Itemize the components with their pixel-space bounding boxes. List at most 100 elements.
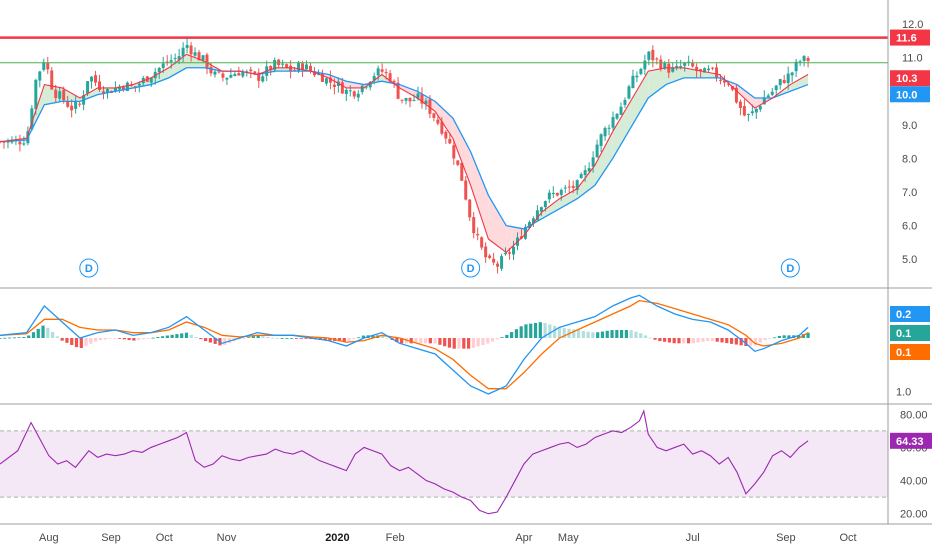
ema-cloud-segment: [648, 67, 666, 98]
macd-histogram-bar: [686, 338, 691, 344]
candle-body: [452, 145, 456, 159]
candle-body: [778, 79, 782, 86]
candle-body: [571, 185, 575, 188]
macd-histogram-bar: [557, 327, 562, 338]
macd-histogram-bar: [505, 334, 509, 338]
candle-body: [607, 127, 611, 129]
macd-histogram-bar: [423, 338, 428, 344]
candle-body: [715, 67, 719, 79]
candle-body: [655, 58, 659, 60]
macd-histogram-bar: [36, 328, 40, 338]
dividend-marker[interactable]: [461, 258, 481, 278]
resistance-price-badge-label: 11.6: [896, 33, 917, 45]
dividend-marker-label: D: [85, 263, 93, 275]
macd-histogram-bar: [213, 338, 217, 344]
macd-histogram-bar: [204, 338, 208, 342]
candle-body: [707, 68, 711, 71]
price-axis[interactable]: 12.011.010.09.08.07.06.05.011.610.310.01…: [890, 19, 932, 521]
candle-body: [221, 73, 225, 78]
candle-body: [750, 111, 754, 114]
last-price-badge-label: 10.0: [896, 89, 917, 101]
macd-histogram-bar: [175, 334, 179, 338]
macd-histogram-bar: [22, 337, 26, 338]
macd-histogram-bar: [615, 330, 619, 338]
rsi-panel[interactable]: [0, 409, 888, 515]
candle-body: [217, 71, 221, 73]
candle-body: [762, 97, 766, 105]
time-tick-label: Oct: [839, 532, 856, 544]
dividend-marker[interactable]: [79, 258, 99, 278]
macd-histogram-bar: [658, 338, 662, 342]
ema-cloud-segment: [452, 118, 471, 186]
candle-body: [746, 114, 750, 116]
candle-body: [738, 101, 742, 108]
ema-cloud-segment: [275, 67, 294, 72]
candle-body: [404, 98, 408, 101]
price-tick-label: 12.0: [902, 19, 923, 31]
candle-body: [352, 91, 356, 97]
macd-value-badge: [890, 306, 930, 322]
macd-value-badge-label: 0.2: [896, 309, 911, 321]
candle-body: [695, 66, 699, 71]
macd-histogram-bar: [132, 338, 136, 341]
candle-body: [18, 141, 22, 145]
macd-histogram-bar: [251, 336, 256, 338]
candle-body: [551, 192, 555, 195]
rsi-value-badge: [890, 432, 932, 449]
candle-body: [436, 119, 440, 124]
candle-body: [289, 65, 293, 72]
candle-body: [137, 83, 141, 86]
macd-histogram-bar: [476, 338, 480, 347]
candle-body: [205, 54, 209, 69]
candle-body: [34, 79, 38, 110]
candle-body: [531, 218, 535, 224]
candle-body: [651, 49, 655, 61]
macd-histogram-bar: [419, 338, 423, 344]
time-tick-label: Jul: [686, 532, 700, 544]
macd-histogram-bar: [452, 338, 456, 349]
time-axis[interactable]: Aug Sep Oct Nov 2020 Feb Apr May Jul Sep Oct: [39, 532, 857, 544]
candle-body: [711, 67, 715, 69]
candle-body: [261, 76, 265, 82]
candle-body: [46, 62, 50, 70]
price-tick-label: 6.0: [902, 221, 917, 233]
macd-histogram-bar: [605, 330, 609, 338]
candle-body: [74, 101, 78, 109]
candle-body: [555, 192, 559, 196]
macd-histogram-bar: [610, 330, 614, 338]
candle-body: [480, 237, 484, 248]
macd-histogram-bar: [753, 338, 758, 346]
macd-histogram-bar: [12, 337, 16, 339]
candle-body: [101, 91, 105, 95]
macd-histogram-bar: [576, 330, 581, 338]
candle-body: [790, 72, 794, 76]
macd-value-badge-label: 0.1: [896, 328, 911, 340]
dividend-marker[interactable]: [780, 258, 800, 278]
candle-body: [181, 47, 185, 57]
ema-cloud-segment: [594, 131, 613, 186]
candle-body: [631, 75, 635, 89]
macd-histogram-bar: [199, 338, 203, 340]
candle-body: [30, 108, 34, 130]
macd-histogram-bar: [758, 338, 762, 343]
macd-panel[interactable]: [0, 294, 810, 395]
macd-histogram-bar: [548, 324, 552, 338]
candle-body: [376, 68, 380, 76]
candle-body: [169, 60, 173, 62]
macd-histogram-bar: [400, 338, 404, 344]
candle-body: [567, 186, 571, 188]
macd-histogram-bar: [65, 338, 69, 343]
candle-body: [543, 201, 547, 208]
candle-body: [492, 258, 496, 263]
candle-body: [233, 74, 237, 77]
macd-histogram-bar: [256, 335, 260, 338]
candle-body: [157, 67, 161, 73]
macd-histogram-bar: [562, 328, 566, 338]
ema-cloud-segment: [701, 71, 720, 78]
candle-body: [54, 89, 58, 98]
macd-histogram-bar: [739, 338, 743, 346]
candle-body: [428, 99, 432, 114]
macd-histogram-bar: [50, 332, 55, 338]
